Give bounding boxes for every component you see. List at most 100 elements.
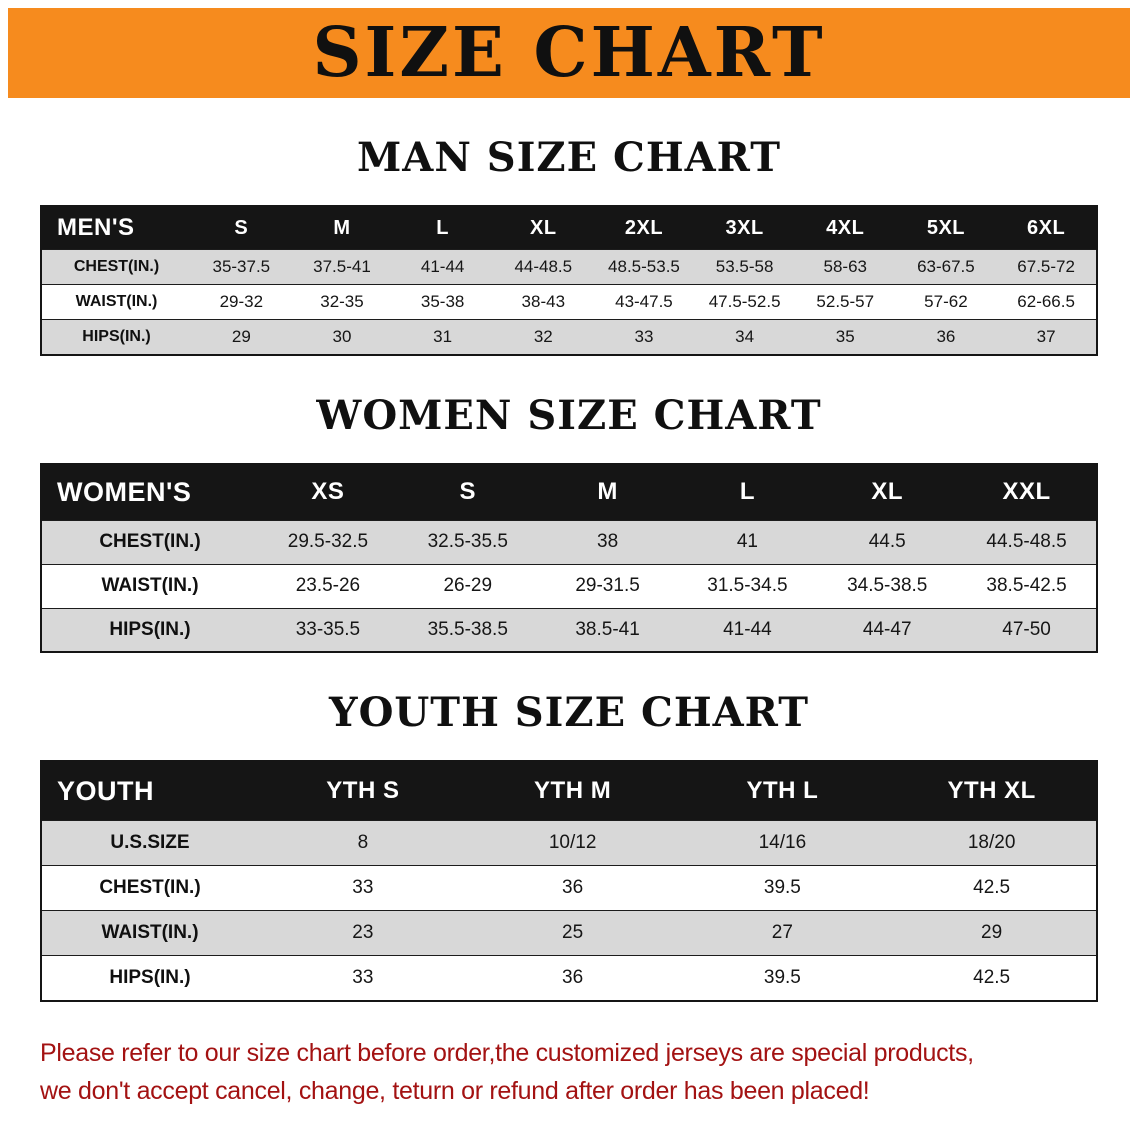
row-label: HIPS(IN.) bbox=[41, 607, 258, 652]
row-label: CHEST(IN.) bbox=[41, 865, 258, 911]
table-cell: 35 bbox=[794, 319, 896, 355]
size-chart-sections: MAN SIZE CHART MEN'S S M L XL 2XL 3XL 4XL 5XL 6XL C… bbox=[0, 134, 1138, 1002]
section-men: MAN SIZE CHART MEN'S S M L XL 2XL 3XL 4XL 5XL 6XL C… bbox=[0, 134, 1138, 356]
table-cell: 63-67.5 bbox=[895, 249, 997, 285]
row-label: CHEST(IN.) bbox=[41, 249, 191, 285]
table-cell: 8 bbox=[258, 820, 468, 866]
table-cell: 43-47.5 bbox=[593, 284, 695, 320]
banner: SIZE CHART bbox=[8, 8, 1130, 98]
table-cell: 47-50 bbox=[957, 607, 1097, 652]
table-row: WAIST(IN.) 29-32 32-35 35-38 38-43 43-47.5 47.… bbox=[41, 284, 1097, 320]
table-cell: 29 bbox=[191, 319, 292, 355]
table-cell: 44.5 bbox=[817, 519, 958, 564]
table-cell: 33 bbox=[258, 955, 468, 1001]
table-cell: 44-47 bbox=[817, 607, 958, 652]
youth-size-table: YOUTH YTH S YTH M YTH L YTH XL U.S.SIZE 8 10/12… bbox=[40, 760, 1098, 1002]
row-label: WAIST(IN.) bbox=[41, 563, 258, 608]
table-cell: 38-43 bbox=[492, 284, 594, 320]
table-row: HIPS(IN.) 33 36 39.5 42.5 bbox=[41, 955, 1097, 1001]
table-cell: 32-35 bbox=[291, 284, 393, 320]
row-label: HIPS(IN.) bbox=[41, 319, 191, 355]
table-cell: 30 bbox=[291, 319, 393, 355]
table-row: CHEST(IN.) 29.5-32.5 32.5-35.5 38 41 44.5 44.5… bbox=[41, 519, 1097, 564]
table-cell: 38.5-42.5 bbox=[957, 563, 1097, 608]
table-cell: 32.5-35.5 bbox=[397, 519, 538, 564]
column-header: YTH L bbox=[677, 760, 888, 821]
men-table-title: MEN'S bbox=[41, 205, 191, 250]
notice-line: Please refer to our size chart before or… bbox=[40, 1038, 974, 1067]
women-size-table: WOMEN'S XS S M L XL XXL CHEST(IN.) 29.5-32.5 32.5… bbox=[40, 462, 1098, 653]
table-cell: 38.5-41 bbox=[537, 607, 678, 652]
table-cell: 42.5 bbox=[887, 955, 1097, 1001]
column-header: L bbox=[392, 205, 493, 250]
table-cell: 41-44 bbox=[677, 607, 818, 652]
women-table-title: WOMEN'S bbox=[41, 463, 258, 520]
table-row: CHEST(IN.) 35-37.5 37.5-41 41-44 44-48.5 48.5… bbox=[41, 249, 1097, 285]
column-header: S bbox=[191, 205, 292, 250]
table-cell: 53.5-58 bbox=[694, 249, 795, 285]
table-cell: 31 bbox=[392, 319, 493, 355]
table-cell: 52.5-57 bbox=[794, 284, 896, 320]
men-section-heading: MAN SIZE CHART bbox=[357, 134, 781, 181]
column-header: XS bbox=[258, 463, 398, 520]
header-row: WOMEN'S XS S M L XL XXL bbox=[41, 463, 1097, 520]
row-label: CHEST(IN.) bbox=[41, 519, 258, 564]
column-header: M bbox=[291, 205, 393, 250]
table-row: HIPS(IN.) 29 30 31 32 33 34 35 36 37 bbox=[41, 319, 1097, 355]
table-cell: 29.5-32.5 bbox=[258, 519, 398, 564]
table-cell: 14/16 bbox=[677, 820, 888, 866]
column-header: 2XL bbox=[593, 205, 695, 250]
table-cell: 36 bbox=[467, 955, 678, 1001]
table-cell: 23 bbox=[258, 910, 468, 956]
row-label: HIPS(IN.) bbox=[41, 955, 258, 1001]
header-row: YOUTH YTH S YTH M YTH L YTH XL bbox=[41, 760, 1097, 821]
table-row: WAIST(IN.) 23 25 27 29 bbox=[41, 910, 1097, 956]
column-header: XL bbox=[492, 205, 594, 250]
table-cell: 44.5-48.5 bbox=[957, 519, 1097, 564]
notice-line: we don't accept cancel, change, teturn o… bbox=[40, 1077, 870, 1106]
table-cell: 29 bbox=[887, 910, 1097, 956]
table-cell: 34.5-38.5 bbox=[817, 563, 958, 608]
table-cell: 33 bbox=[258, 865, 468, 911]
table-cell: 58-63 bbox=[794, 249, 896, 285]
column-header: XXL bbox=[957, 463, 1097, 520]
table-cell: 39.5 bbox=[677, 865, 888, 911]
table-cell: 37.5-41 bbox=[291, 249, 393, 285]
men-size-table: MEN'S S M L XL 2XL 3XL 4XL 5XL 6XL CHEST(IN.) 35-37… bbox=[40, 205, 1098, 356]
women-section-heading: WOMEN SIZE CHART bbox=[316, 391, 822, 439]
table-cell: 29-32 bbox=[191, 284, 292, 320]
table-cell: 26-29 bbox=[397, 563, 538, 608]
column-header: M bbox=[537, 463, 678, 520]
column-header: YTH M bbox=[467, 760, 678, 821]
table-cell: 27 bbox=[677, 910, 888, 956]
column-header: YTH S bbox=[258, 760, 468, 821]
column-header: 6XL bbox=[996, 205, 1097, 250]
table-cell: 35.5-38.5 bbox=[397, 607, 538, 652]
table-cell: 47.5-52.5 bbox=[694, 284, 795, 320]
table-cell: 25 bbox=[467, 910, 678, 956]
table-cell: 37 bbox=[996, 319, 1097, 355]
row-label: WAIST(IN.) bbox=[41, 910, 258, 956]
page-title: SIZE CHART bbox=[312, 13, 826, 93]
column-header: 4XL bbox=[794, 205, 896, 250]
column-header: L bbox=[677, 463, 818, 520]
table-cell: 36 bbox=[467, 865, 678, 911]
section-women: WOMEN SIZE CHART WOMEN'S XS S M L XL XXL CHEST(I… bbox=[0, 391, 1138, 653]
table-cell: 32 bbox=[492, 319, 594, 355]
table-cell: 33-35.5 bbox=[258, 607, 398, 652]
table-cell: 10/12 bbox=[467, 820, 678, 866]
row-label: U.S.SIZE bbox=[41, 820, 258, 866]
table-cell: 35-37.5 bbox=[191, 249, 292, 285]
table-row: U.S.SIZE 8 10/12 14/16 18/20 bbox=[41, 820, 1097, 866]
section-youth: YOUTH SIZE CHART YOUTH YTH S YTH M YTH L YTH … bbox=[0, 689, 1138, 1002]
table-cell: 31.5-34.5 bbox=[677, 563, 818, 608]
table-cell: 33 bbox=[593, 319, 695, 355]
table-cell: 57-62 bbox=[895, 284, 997, 320]
column-header: YTH XL bbox=[887, 760, 1097, 821]
table-cell: 39.5 bbox=[677, 955, 888, 1001]
column-header: 5XL bbox=[895, 205, 997, 250]
table-cell: 62-66.5 bbox=[996, 284, 1097, 320]
table-cell: 38 bbox=[537, 519, 678, 564]
table-row: HIPS(IN.) 33-35.5 35.5-38.5 38.5-41 41-44 44-… bbox=[41, 607, 1097, 652]
header-row: MEN'S S M L XL 2XL 3XL 4XL 5XL 6XL bbox=[41, 205, 1097, 250]
